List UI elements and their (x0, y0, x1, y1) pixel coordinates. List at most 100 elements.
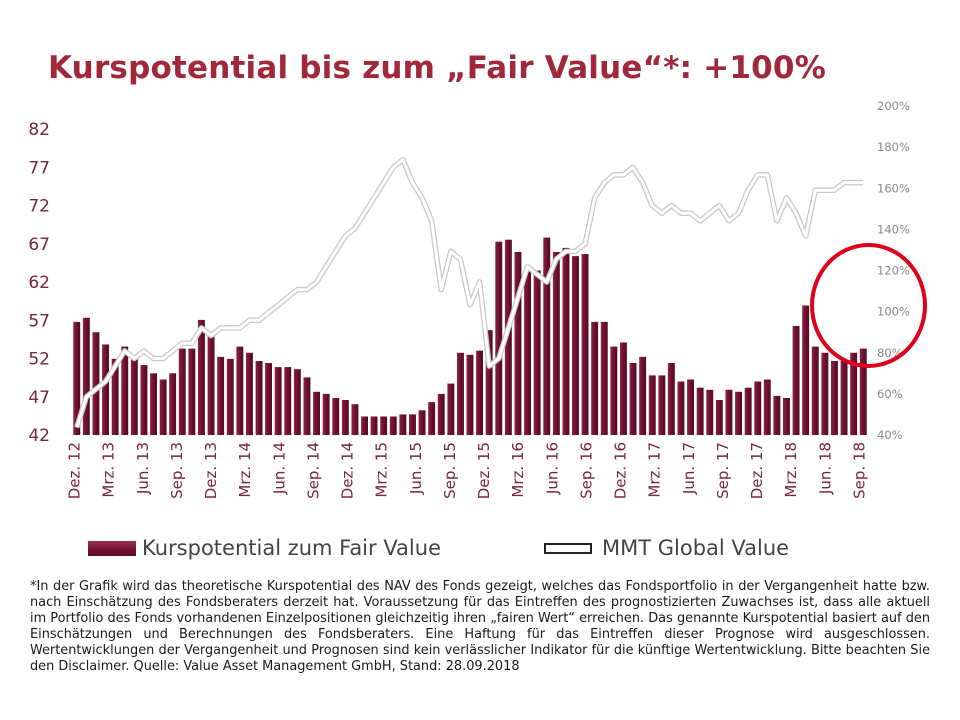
bar (610, 346, 618, 435)
bar (418, 410, 426, 435)
bar (447, 383, 455, 435)
bar (476, 350, 483, 435)
bar (802, 305, 810, 435)
bar (620, 342, 627, 435)
bar (562, 247, 570, 435)
bar (207, 336, 215, 435)
x-axis: Dez. 12 Mrz. 13 Jun. 13 Sep. 13 Dez. 13 Mrz. … (66, 442, 869, 499)
left-axis-tick-label: 82 (28, 120, 50, 140)
x-axis-tick-label: Dez. 15 (475, 442, 493, 499)
bar (485, 330, 493, 435)
x-axis-tick-label: Mrz. 16 (509, 442, 527, 498)
bar (332, 398, 340, 435)
bar (667, 363, 675, 435)
bar (159, 379, 167, 435)
bar (744, 387, 752, 435)
bar (850, 352, 858, 436)
bar (543, 237, 551, 435)
bar (437, 393, 445, 435)
bar (303, 377, 311, 435)
right-axis-tick-label: 200% (877, 99, 910, 113)
right-axis-tick-label: 160% (877, 181, 910, 195)
x-axis-tick-label: Sep. 17 (714, 442, 732, 499)
bar (226, 358, 234, 435)
bar (111, 358, 119, 435)
bar (399, 414, 407, 435)
left-axis-tick-label: 72 (28, 197, 50, 217)
bar (581, 254, 589, 435)
legend-item-bars: Kurspotential zum Fair Value (88, 536, 441, 560)
x-axis-tick-label: Jun. 15 (407, 442, 425, 495)
bar (533, 270, 541, 435)
bar (706, 389, 714, 435)
bar (370, 416, 378, 435)
bar (457, 352, 464, 436)
bar (409, 414, 416, 435)
x-axis-tick-label: Jun. 13 (134, 442, 152, 495)
bar (82, 317, 90, 435)
bar (255, 361, 263, 435)
x-axis-tick-label: Dez. 17 (748, 442, 766, 499)
x-axis-tick-label: Dez. 13 (202, 442, 220, 499)
bar (715, 400, 723, 435)
bar (178, 348, 186, 435)
bar (389, 416, 397, 435)
bar (428, 402, 436, 435)
bar (140, 365, 148, 435)
bar (341, 400, 349, 435)
bar (102, 344, 109, 435)
right-axis-tick-label: 140% (877, 222, 910, 236)
bar (773, 395, 781, 435)
x-axis-tick-label: Mrz. 15 (373, 442, 391, 498)
x-axis-tick-label: Dez. 14 (339, 442, 357, 499)
left-axis-tick-label: 52 (28, 350, 50, 370)
bar (169, 373, 177, 435)
bar (236, 346, 244, 435)
bar (600, 321, 608, 435)
legend-line-swatch (544, 542, 592, 554)
page-title: Kurspotential bis zum „Fair Value“*: +10… (48, 50, 826, 86)
x-axis-tick-label: Sep. 16 (577, 442, 595, 499)
legend-item-line: MMT Global Value (544, 536, 789, 560)
bar (380, 416, 388, 435)
left-axis-tick-label: 77 (28, 158, 50, 178)
bar (687, 379, 694, 435)
bar (735, 391, 742, 435)
x-axis-tick-label: Mrz. 17 (646, 442, 664, 498)
bar (130, 358, 138, 435)
bar (466, 354, 474, 435)
bar (572, 256, 579, 435)
x-axis-tick-label: Dez. 12 (66, 442, 84, 499)
bar (696, 387, 704, 435)
bar (754, 381, 762, 435)
left-axis-tick-label: 47 (28, 388, 50, 408)
line-series (74, 156, 864, 429)
bar (265, 363, 272, 435)
bar (322, 393, 330, 435)
bar (284, 367, 292, 435)
left-axis-tick-label: 67 (28, 235, 50, 255)
bar (313, 391, 320, 435)
bar (73, 321, 81, 435)
bar (121, 346, 129, 435)
bar (639, 356, 647, 435)
legend-line-label: MMT Global Value (602, 536, 790, 560)
bar (351, 404, 359, 435)
x-axis-tick-label: Mrz. 13 (100, 442, 118, 498)
bar (504, 239, 512, 435)
bar (361, 416, 368, 435)
x-axis-tick-label: Sep. 14 (304, 442, 322, 499)
bar (811, 346, 819, 435)
bar (591, 321, 599, 435)
x-axis-tick-label: Dez. 16 (612, 442, 630, 499)
bar (274, 367, 282, 435)
x-axis-tick-label: Jun. 14 (270, 442, 288, 495)
bar (246, 352, 253, 436)
bar (552, 252, 560, 435)
bar (648, 375, 656, 435)
bar (831, 361, 838, 435)
x-axis-tick-label: Mrz. 14 (236, 442, 254, 498)
x-axis-tick-label: Sep. 18 (851, 442, 869, 499)
bar (150, 373, 157, 435)
bar (188, 348, 196, 435)
